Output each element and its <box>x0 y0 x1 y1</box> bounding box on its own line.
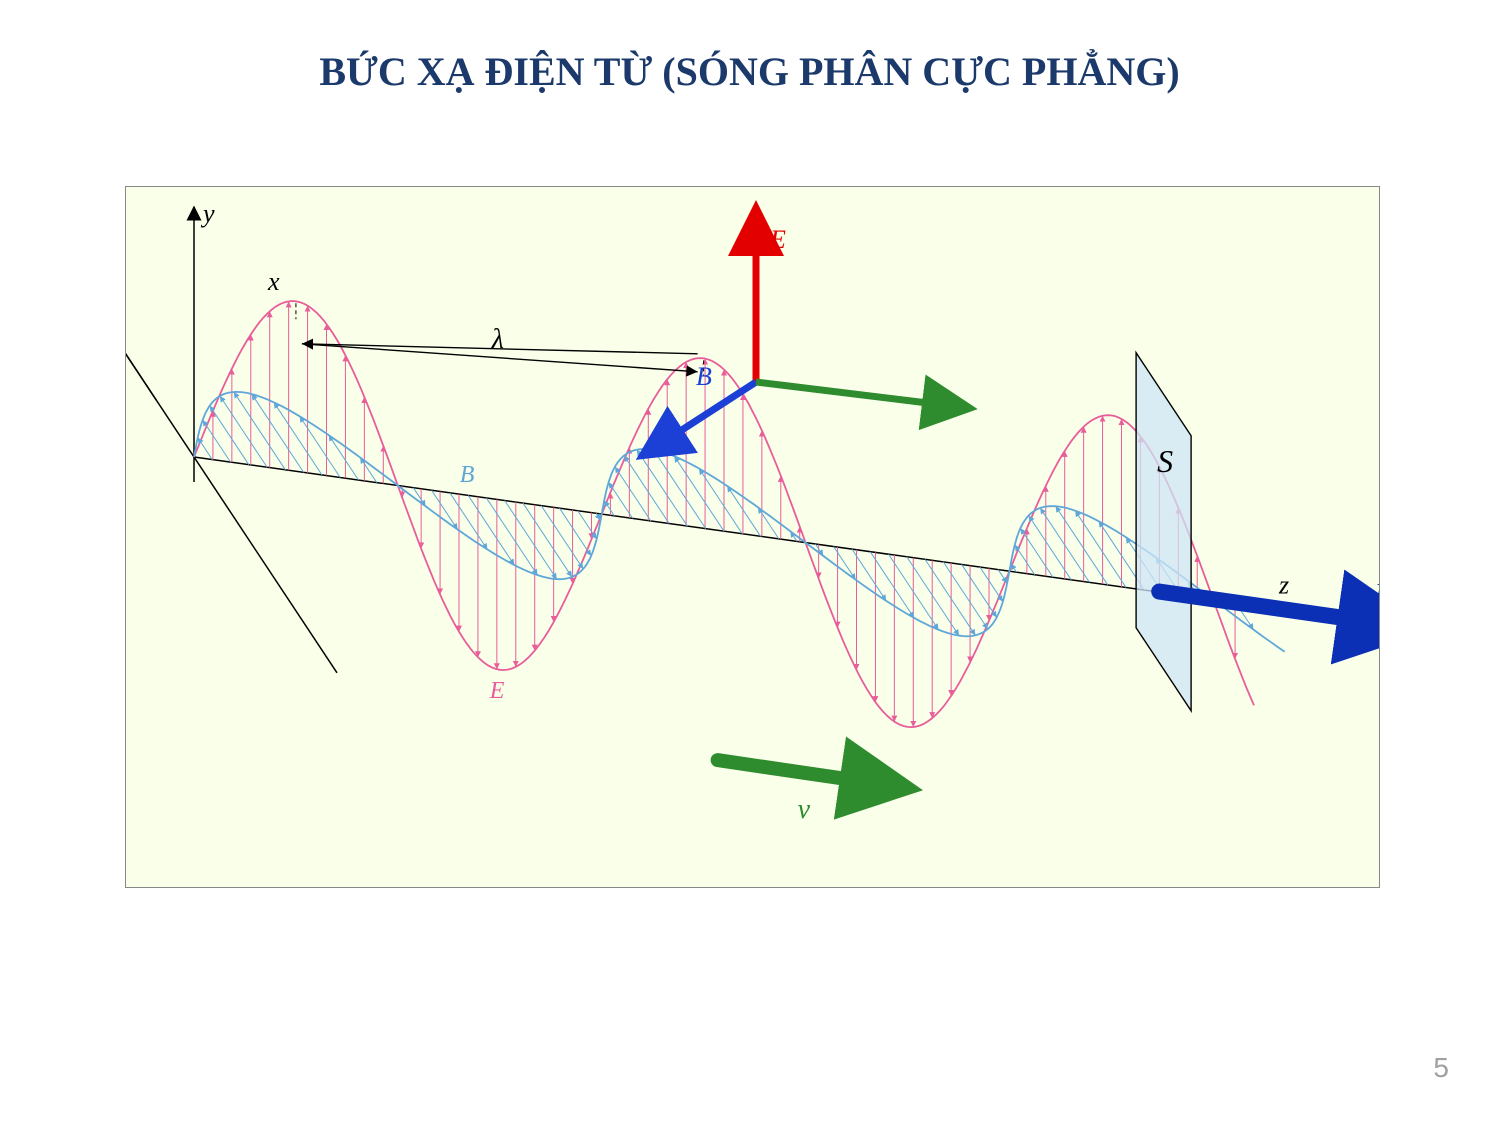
e-triad-label: E⃗ <box>769 225 806 254</box>
v-arrow-label: v⃗ <box>798 794 832 825</box>
wave-svg: y x z λ B⃗ E⃗ E⃗ B⃗ v⃗ v⃗ S I⃗ <box>126 187 1379 887</box>
poynting-i-label: I⃗ <box>1373 578 1379 611</box>
slide-title: BỨC XẠ ĐIỆN TỪ (SÓNG PHÂN CỰC PHẲNG) <box>0 48 1499 95</box>
em-wave-diagram: y x z λ B⃗ E⃗ E⃗ B⃗ v⃗ v⃗ S I⃗ <box>125 186 1380 888</box>
z-axis-label: z <box>1278 570 1289 599</box>
b-triad-label: B⃗ <box>696 362 732 391</box>
b-wave-label: B⃗ <box>460 462 493 488</box>
e-wave-label: E⃗ <box>489 678 523 704</box>
x-axis-label: x <box>267 267 280 296</box>
surface-s-label: S <box>1157 443 1173 479</box>
y-axis-label: y <box>200 199 215 228</box>
lambda-label: λ <box>491 324 504 355</box>
slide-number: 5 <box>1433 1052 1449 1084</box>
v-triad-label: v⃗ <box>948 389 980 418</box>
